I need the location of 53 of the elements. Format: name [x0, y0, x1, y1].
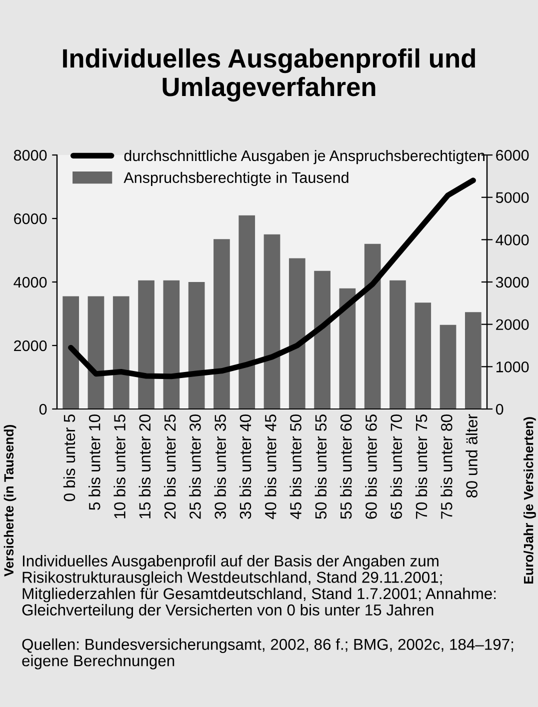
x-tick-label: 20 bis unter 25	[164, 414, 176, 519]
y2-tick-label: 1000	[496, 362, 529, 372]
bar	[339, 288, 356, 409]
x-tick-label: 65 bis unter 70	[390, 414, 402, 519]
x-tick-label: 10 bis unter 15	[114, 414, 126, 518]
bar	[138, 280, 154, 409]
y-axis-title: Versicherte (in Tausend)	[4, 424, 16, 576]
y2-axis-title: Euro/Jahr (je Versicherten)	[524, 417, 536, 584]
y2-tick-label: 2000	[496, 319, 529, 330]
bar	[464, 312, 482, 409]
bar	[264, 234, 280, 409]
bar	[314, 270, 330, 409]
bar	[112, 296, 130, 409]
y2-tick-label: 5000	[496, 192, 529, 204]
x-tick-label: 25 bis unter 30	[189, 414, 201, 519]
bar	[188, 282, 205, 409]
y2-tick-label: 4000	[496, 234, 529, 246]
bar	[414, 302, 432, 409]
y-tick-label: 8000	[14, 150, 47, 161]
y2-tick-label: 0	[496, 404, 504, 415]
text: Individuelles Ausgabenprofil auf der Basis der Angaben zum Risikostrukturausgleich Westdeutschland, Stand 29.11.2001; Mitgliederzahlen für Gesamtdeutschland, Stand 1.7.2001; Annahme: Gleichverteilung der Versicherten von 0 bis unter 15 Jahren	[22, 555, 496, 619]
x-tick-label: 40 bis unter 45	[264, 414, 276, 520]
source-note: Quellen: Bundesversicherungsamt, 2002, 86 f.; BMG, 2002c, 184–197; eigene Berechnungen	[22, 638, 514, 670]
x-tick-label: 45 bis unter 50	[290, 414, 302, 520]
x-tick-label: 15 bis unter 20	[138, 414, 151, 518]
x-tick-label: 70 bis unter 75	[415, 414, 428, 519]
y2-tick-label: 3000	[496, 276, 529, 288]
bar	[288, 258, 306, 409]
bar	[88, 296, 104, 409]
x-tick-label: 5 bis unter 10	[88, 414, 100, 510]
legend-label: Anspruchsberechtigte in Tausend	[124, 172, 348, 186]
bar	[238, 215, 256, 409]
x-tick-label: 0 bis unter 5	[63, 414, 76, 502]
y-tick-label: 0	[39, 404, 47, 415]
bar	[214, 239, 230, 409]
bar	[390, 280, 406, 409]
legend-label: durchschnittliche Ausgaben je Anspruchsberechtigten	[124, 150, 484, 164]
bar	[440, 324, 456, 409]
chart-title: Individuelles Ausgabenprofil und Umlageverfahren	[63, 48, 475, 102]
x-tick-label: 50 bis unter 55	[314, 414, 327, 519]
x-tick-label: 60 bis unter 65	[365, 414, 377, 519]
bar	[62, 296, 80, 409]
y2-tick-label: 6000	[496, 150, 529, 161]
x-tick-label: 35 bis unter 40	[239, 414, 252, 519]
bar	[364, 244, 381, 409]
bar	[163, 280, 180, 409]
y-tick-label: 4000	[14, 276, 47, 288]
x-tick-label: 30 bis unter 35	[214, 414, 226, 519]
y-tick-label: 6000	[14, 213, 47, 224]
x-tick-label: 55 bis unter 60	[340, 414, 352, 519]
y-tick-label: 2000	[14, 340, 47, 352]
x-tick-label: 80 und älter	[466, 414, 478, 498]
x-tick-label: 75 bis unter 80	[440, 414, 452, 519]
